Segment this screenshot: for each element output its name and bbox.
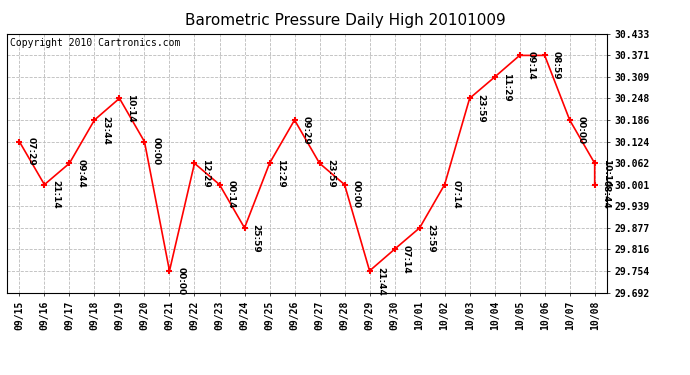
Text: 00:00: 00:00 [351,180,360,209]
Text: 00:00: 00:00 [177,267,186,295]
Text: 07:14: 07:14 [402,245,411,274]
Text: 12:29: 12:29 [277,159,286,188]
Text: 12:29: 12:29 [201,159,210,188]
Text: 07:29: 07:29 [26,138,35,166]
Text: 10:14: 10:14 [602,159,611,188]
Text: 25:59: 25:59 [251,224,260,252]
Text: Copyright 2010 Cartronics.com: Copyright 2010 Cartronics.com [10,38,180,48]
Text: 07:14: 07:14 [451,180,460,209]
Text: 00:14: 00:14 [226,180,235,209]
Text: 00:00: 00:00 [577,116,586,144]
Text: 23:44: 23:44 [101,116,110,145]
Text: 00:00: 00:00 [151,138,160,166]
Text: 08:44: 08:44 [602,180,611,209]
Text: 10:14: 10:14 [126,94,135,123]
Text: 23:59: 23:59 [326,159,335,188]
Text: 23:59: 23:59 [426,224,435,252]
Text: Barometric Pressure Daily High 20101009: Barometric Pressure Daily High 20101009 [185,13,505,28]
Text: 23:59: 23:59 [477,94,486,123]
Text: 21:14: 21:14 [51,180,60,209]
Text: 09:44: 09:44 [77,159,86,188]
Text: 09:14: 09:14 [526,51,535,80]
Text: 11:29: 11:29 [502,73,511,102]
Text: 09:29: 09:29 [302,116,310,145]
Text: 08:59: 08:59 [551,51,560,80]
Text: 21:44: 21:44 [377,267,386,296]
